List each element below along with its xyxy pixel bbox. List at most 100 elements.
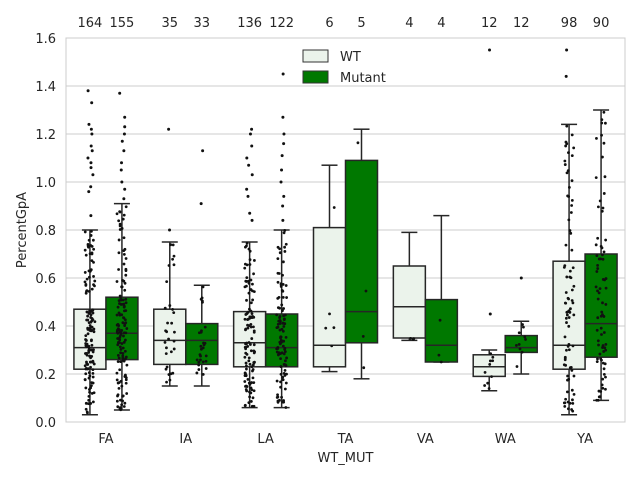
strip-point [117, 386, 121, 390]
strip-point [570, 248, 574, 252]
strip-point [517, 343, 521, 346]
strip-point [570, 133, 574, 137]
y-tick-label: 0.2 [35, 368, 56, 383]
strip-point [124, 273, 128, 277]
strip-point [125, 392, 129, 395]
strip-point [244, 364, 248, 368]
flier-point [89, 185, 93, 189]
count-label: 4 [405, 16, 413, 31]
strip-point [278, 319, 282, 322]
flier-point [90, 149, 94, 153]
strip-point [566, 344, 570, 348]
strip-point [116, 331, 120, 335]
strip-point [171, 257, 175, 261]
count-labels: 164 155 35 33 136 122 6 5 4 4 12 12 98 90 [78, 16, 610, 31]
strip-point [122, 334, 125, 338]
strip-point [245, 353, 249, 356]
strip-point [119, 398, 122, 402]
strip-point [91, 318, 95, 322]
strip-point [90, 287, 94, 291]
strip-point [88, 374, 92, 378]
legend-label-mutant: Mutant [340, 71, 386, 86]
strip-point [195, 371, 199, 375]
strip-point [563, 301, 567, 305]
strip-point [604, 342, 608, 346]
strip-point [84, 334, 88, 338]
strip-point [487, 387, 491, 390]
box-ta-mutant [344, 159, 379, 344]
strip-point [165, 280, 169, 284]
strip-point [520, 350, 524, 354]
strip-point [567, 348, 571, 352]
strip-point [596, 263, 599, 267]
strip-point [92, 247, 96, 251]
strip-point [91, 308, 95, 312]
flier-point [91, 173, 95, 177]
strip-point [88, 354, 92, 358]
strip-point [172, 254, 176, 258]
strip-point [243, 317, 247, 321]
strip-point [169, 372, 173, 376]
strip-point [90, 245, 94, 248]
flier-point [87, 122, 91, 126]
count-label: 136 [237, 16, 262, 31]
strip-point [243, 266, 247, 270]
strip-point [596, 267, 600, 270]
strip-point [281, 344, 285, 348]
strip-point [123, 281, 127, 285]
strip-point [282, 307, 286, 310]
strip-point [118, 368, 122, 372]
strip-point [283, 368, 287, 372]
strip-point [604, 121, 607, 125]
strip-point [275, 350, 279, 354]
strip-point [596, 357, 599, 361]
strip-point [567, 218, 571, 222]
strip-point [123, 288, 127, 292]
strip-point [115, 399, 119, 403]
strip-point [571, 266, 575, 270]
flier-point [250, 144, 254, 148]
strip-point [518, 347, 522, 351]
flier-point [565, 48, 569, 52]
strip-point [119, 333, 122, 337]
strip-point [328, 312, 331, 316]
strip-point [89, 386, 93, 390]
strip-point [172, 263, 176, 267]
strip-point [281, 378, 285, 382]
strip-point [279, 380, 282, 384]
strip-point [118, 407, 122, 411]
strip-point [601, 377, 605, 381]
x-axis-title: WT_MUT [318, 451, 374, 466]
strip-point [197, 363, 201, 367]
strip-point [120, 302, 124, 306]
strip-point [564, 397, 568, 401]
strip-point [483, 370, 487, 374]
strip-point [118, 302, 121, 305]
strip-point [489, 352, 493, 356]
strip-point [123, 324, 127, 327]
strip-point [90, 229, 93, 233]
strip-point [596, 289, 599, 293]
strip-point [249, 400, 253, 403]
strip-point [570, 198, 574, 202]
strip-point [173, 330, 176, 334]
strip-point [124, 375, 127, 378]
strip-point [600, 246, 604, 250]
strip-point [252, 272, 256, 276]
strip-point [599, 357, 603, 361]
y-tick-labels: 0.0 0.2 0.4 0.6 0.8 1.0 1.2 1.4 1.6 [35, 32, 56, 431]
y-tick-label: 0.0 [35, 416, 56, 431]
strip-point [200, 296, 204, 300]
strip-point [122, 340, 126, 344]
strip-point [570, 154, 574, 158]
strip-point [119, 330, 122, 334]
strip-point [91, 375, 95, 379]
strip-point [84, 407, 88, 411]
strip-point [283, 350, 287, 354]
strip-point [116, 393, 120, 397]
count-label: 33 [194, 16, 211, 31]
strip-point [85, 410, 89, 414]
strip-point [565, 275, 569, 279]
strip-point [248, 362, 252, 366]
strip-point [566, 194, 570, 198]
